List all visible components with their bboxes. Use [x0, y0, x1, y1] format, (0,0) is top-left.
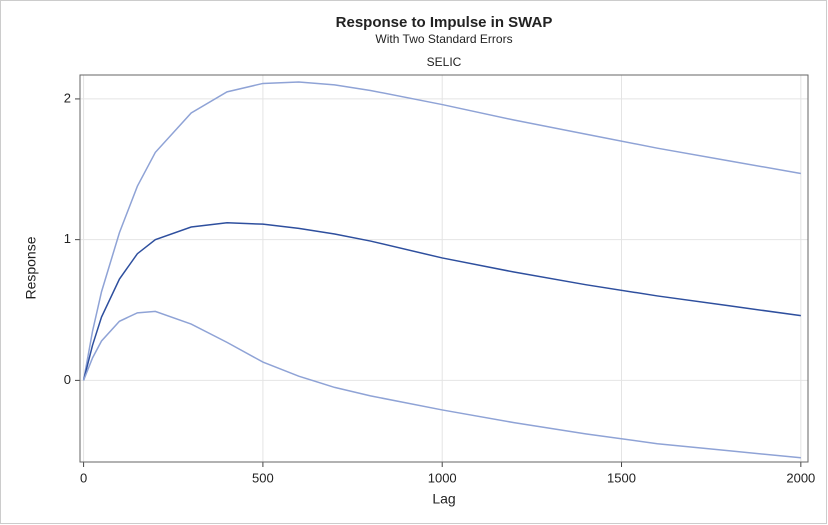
- y-tick-label: 1: [64, 231, 71, 246]
- plot-area: [80, 75, 808, 462]
- series-line: [82, 81, 801, 381]
- y-tick-label: 0: [64, 372, 71, 387]
- chart-subtitle: With Two Standard Errors: [375, 32, 512, 46]
- x-axis-label: Lag: [432, 491, 455, 507]
- x-tick-label: 0: [80, 470, 87, 485]
- panel-label: SELIC: [427, 55, 462, 69]
- y-axis-label: Response: [23, 236, 39, 299]
- x-tick-label: 1500: [607, 470, 636, 485]
- plot-border: [79, 74, 809, 463]
- series-line: [82, 310, 801, 459]
- x-tick-label: 500: [252, 470, 274, 485]
- x-tick-label: 2000: [786, 470, 815, 485]
- x-tick-label: 1000: [428, 470, 457, 485]
- y-tick-label: 2: [64, 90, 71, 105]
- series-line: [82, 222, 801, 381]
- chart-title: Response to Impulse in SWAP: [336, 14, 553, 31]
